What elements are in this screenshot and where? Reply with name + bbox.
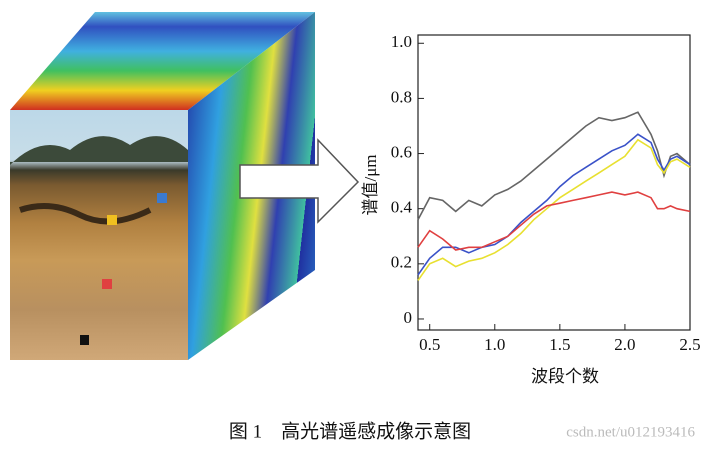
x-tick-label: 1.5 [549, 335, 570, 354]
series-line [417, 111, 691, 221]
y-tick-label: 0.4 [391, 198, 413, 217]
marker [102, 279, 112, 289]
plot-frame [417, 34, 691, 331]
cube-top [10, 12, 315, 110]
cube [10, 12, 315, 360]
stratum [19, 203, 152, 225]
marker [107, 215, 117, 225]
y-tick-label: 0.8 [391, 87, 412, 106]
y-tick-label: 0 [404, 308, 413, 327]
x-tick-label: 0.5 [419, 335, 440, 354]
y-axis-label: 谱值/μm [361, 154, 380, 215]
x-tick-label: 1.0 [484, 335, 505, 354]
y-tick-label: 0.2 [391, 253, 412, 272]
watermark: csdn.net/u012193416 [566, 424, 695, 440]
y-tick-label: 0.6 [391, 142, 412, 161]
series-line [417, 191, 691, 251]
marker [157, 193, 167, 203]
chart: 波段个数 谱值/μm 0 0.2 0.4 0.6 0.8 1.0 0.5 1.0 1.5 2.0 2… [361, 32, 701, 386]
arrow [239, 138, 360, 224]
vegetation [10, 136, 188, 165]
x-tick-label: 2.0 [614, 335, 635, 354]
x-axis-label: 波段个数 [531, 367, 599, 386]
x-tick-label: 2.5 [679, 335, 700, 354]
series-line [417, 133, 691, 276]
marker [80, 335, 89, 345]
y-tick-label: 1.0 [391, 32, 412, 51]
series-line [417, 138, 691, 281]
caption: 图 1 高光谱遥感成像示意图 [229, 420, 471, 442]
